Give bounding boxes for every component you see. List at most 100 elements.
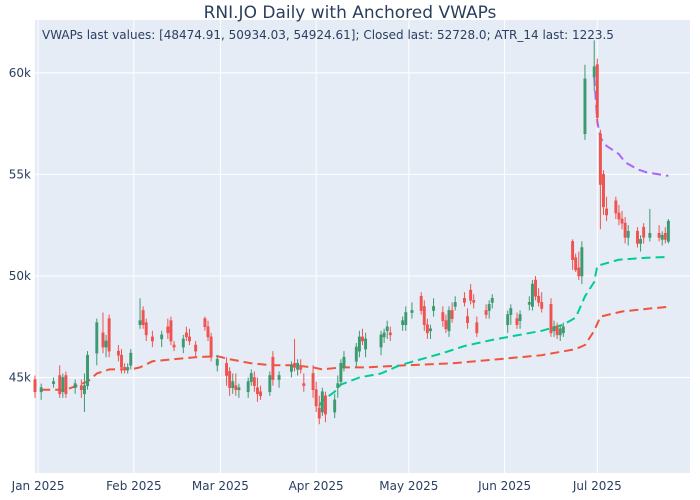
candle-body bbox=[657, 233, 661, 238]
candle bbox=[320, 387, 324, 417]
candle bbox=[277, 371, 281, 388]
candle bbox=[425, 318, 429, 339]
candle-body bbox=[617, 212, 621, 220]
candle bbox=[169, 316, 173, 346]
candle bbox=[580, 241, 584, 285]
candle-body bbox=[382, 332, 386, 338]
candle bbox=[388, 326, 392, 341]
candle-body bbox=[64, 375, 68, 395]
candle bbox=[237, 383, 241, 398]
candle bbox=[453, 296, 457, 311]
candle-body bbox=[558, 328, 562, 336]
candle-body bbox=[605, 208, 609, 216]
candle bbox=[469, 284, 473, 305]
candle bbox=[534, 275, 537, 301]
candle-body bbox=[642, 226, 646, 238]
candle-body bbox=[194, 344, 198, 352]
candle-body bbox=[506, 314, 510, 326]
x-tick-label: May 2025 bbox=[379, 479, 438, 493]
candle bbox=[552, 320, 556, 337]
candle bbox=[58, 365, 62, 398]
candle-body bbox=[249, 373, 253, 382]
candle bbox=[86, 351, 89, 390]
candle bbox=[107, 314, 111, 358]
candle-body bbox=[79, 385, 83, 391]
candle bbox=[518, 310, 522, 329]
candle-body bbox=[116, 350, 120, 356]
candle-body bbox=[450, 310, 454, 319]
candle-body bbox=[469, 289, 473, 301]
candle bbox=[302, 373, 306, 392]
candle-body bbox=[184, 332, 188, 338]
candle-body bbox=[215, 358, 219, 366]
candle-body bbox=[299, 367, 303, 370]
candle bbox=[515, 312, 519, 329]
candle-body bbox=[530, 283, 534, 307]
candle-body bbox=[293, 362, 296, 368]
candle bbox=[215, 355, 219, 372]
candle-body bbox=[126, 367, 130, 370]
candle-body bbox=[120, 354, 123, 368]
candle bbox=[379, 330, 383, 356]
candle-body bbox=[555, 326, 559, 336]
candle-body bbox=[169, 320, 173, 342]
candle-body bbox=[385, 326, 389, 332]
candle bbox=[660, 231, 664, 246]
candle-body bbox=[58, 375, 62, 395]
candle bbox=[623, 217, 627, 244]
candle-body bbox=[86, 354, 89, 386]
candle-body bbox=[404, 312, 408, 326]
candle-body bbox=[639, 239, 643, 244]
candle-body bbox=[419, 295, 423, 311]
candle bbox=[571, 239, 575, 270]
candle bbox=[231, 373, 235, 394]
candle bbox=[252, 371, 256, 392]
candle bbox=[537, 288, 541, 307]
candle-body bbox=[636, 230, 639, 244]
candle bbox=[52, 377, 56, 388]
candle-body bbox=[129, 352, 133, 366]
candle-body bbox=[172, 344, 176, 348]
candle-body bbox=[73, 383, 77, 388]
candle bbox=[663, 227, 667, 244]
candle-body bbox=[252, 377, 256, 386]
candle bbox=[299, 359, 303, 374]
candle bbox=[249, 369, 253, 386]
candle-body bbox=[475, 322, 479, 334]
candle-body bbox=[388, 332, 392, 336]
candle-body bbox=[277, 375, 281, 380]
candle bbox=[595, 58, 599, 126]
candle bbox=[33, 375, 37, 398]
grid-lines bbox=[35, 20, 690, 473]
candle-body bbox=[660, 235, 664, 240]
candle bbox=[95, 318, 99, 366]
candle-body bbox=[663, 233, 667, 240]
candle bbox=[126, 363, 130, 374]
candle bbox=[160, 330, 164, 348]
candle-body bbox=[432, 306, 436, 311]
candle bbox=[490, 294, 494, 309]
candle-body bbox=[574, 257, 578, 271]
candle bbox=[138, 298, 142, 329]
candle-body bbox=[447, 310, 451, 332]
candle bbox=[404, 306, 408, 331]
candle bbox=[73, 379, 77, 394]
candle-body bbox=[444, 320, 448, 330]
y-tick-label: 55k bbox=[9, 167, 31, 181]
candle-body bbox=[138, 320, 142, 326]
candle-body bbox=[237, 387, 241, 391]
candle-body bbox=[580, 247, 584, 277]
candle bbox=[123, 363, 127, 374]
candle bbox=[150, 330, 154, 348]
candle bbox=[293, 338, 296, 372]
y-tick-label: 60k bbox=[9, 66, 31, 80]
candle-body bbox=[150, 336, 154, 342]
candle bbox=[558, 324, 562, 341]
candle-body bbox=[336, 383, 340, 388]
candle-body bbox=[354, 346, 358, 362]
x-tick-label: Mar 2025 bbox=[192, 479, 249, 493]
candle-body bbox=[160, 334, 164, 340]
candle-body bbox=[101, 332, 105, 348]
x-tick-label: Jun 2025 bbox=[477, 479, 531, 493]
